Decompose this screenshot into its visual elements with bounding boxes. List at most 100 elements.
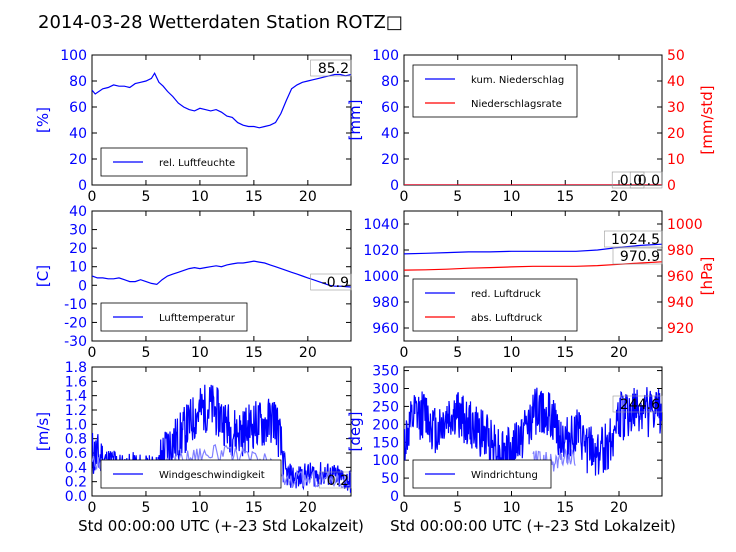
y-tick-label: -10 (64, 297, 87, 313)
y-tick-label: 100 (372, 48, 399, 64)
value-annotation-box (629, 171, 663, 189)
value-annotation: 0.0 (620, 173, 642, 189)
y-tick-label: 0 (78, 278, 87, 294)
series-line (92, 71, 351, 129)
y-tick-label-right: 40 (667, 74, 685, 90)
value-annotation-box (310, 273, 352, 291)
panel-temperature: 0 5 10 15 20 -30 -20 -10 0 10 20 30 40 [C] Lufttempera… (34, 204, 352, 361)
value-annotation-box (611, 171, 645, 189)
x-tick-label: 15 (245, 345, 263, 361)
y-tick-label-right: 20 (667, 126, 685, 142)
y-tick-label: 1020 (363, 243, 399, 259)
x-tick-label: 0 (88, 500, 97, 516)
y-tick-label: 1.0 (65, 417, 87, 433)
legend: kum. Niederschlag Niederschlagsrate (412, 64, 578, 118)
legend-box (412, 64, 578, 118)
x-axis-label-right: Std 00:00:00 UTC (+-23 Std Lokalzeit) (390, 517, 676, 535)
x-axis-label-left: Std 00:00:00 UTC (+-23 Std Lokalzeit) (78, 517, 364, 535)
panel-precipitation: 0 5 10 15 20 0 20 40 60 80 100 0 10 20 30 40 50 [mm] [mm/s… (346, 48, 716, 205)
legend: Lufttemperatur (100, 302, 248, 332)
x-tick-label: 0 (400, 345, 409, 361)
y-axis-label: [%] (34, 107, 52, 133)
y-tick-label: 0 (78, 178, 87, 194)
y-tick-label: 10 (69, 260, 87, 276)
legend-label: Lufttemperatur (159, 313, 236, 324)
value-annotation: 244.6 (620, 397, 660, 413)
x-tick-label: 0 (400, 500, 409, 516)
y-tick-label: 350 (372, 364, 399, 380)
legend-label: Windgeschwindigkeit (159, 470, 265, 481)
value-annotation: -0.9 (322, 275, 349, 291)
legend-box (412, 278, 578, 332)
legend-label: kum. Niederschlag (471, 75, 564, 86)
legend: rel. Luftfeuchte (100, 147, 248, 177)
x-tick-label: 20 (299, 500, 317, 516)
y-tick-label: 60 (381, 100, 399, 116)
x-tick-label: 15 (556, 345, 574, 361)
legend-label: abs. Luftdruck (471, 313, 542, 324)
y-tick-label: -30 (64, 334, 87, 350)
y-tick-label: 980 (372, 295, 399, 311)
legend-label: Windrichtung (471, 470, 538, 481)
legend: Windrichtung (412, 459, 552, 489)
y-tick-label-right: 30 (667, 100, 685, 116)
x-tick-label: 10 (191, 500, 209, 516)
y-tick-label: 1.6 (65, 374, 87, 390)
x-tick-label: 20 (299, 345, 317, 361)
y-tick-label: 200 (372, 417, 399, 433)
series-line (92, 260, 351, 288)
x-tick-label: 10 (191, 189, 209, 205)
y-tick-label: -20 (64, 315, 87, 331)
y-axis-label-right: [hPa] (698, 257, 716, 296)
y-tick-label: 300 (372, 382, 399, 398)
y-tick-label: 1.8 (65, 360, 87, 376)
value-annotation-box (604, 230, 663, 248)
y-tick-label-right: 920 (667, 321, 694, 337)
y-tick-label: 20 (69, 241, 87, 257)
y-axis-label: [deg] (346, 412, 364, 452)
legend: Windgeschwindigkeit (100, 459, 282, 489)
y-axis-label: [C] (34, 265, 52, 287)
x-tick-label: 5 (453, 500, 462, 516)
x-tick-label: 10 (191, 345, 209, 361)
x-tick-label: 0 (88, 189, 97, 205)
y-tick-label: 80 (381, 74, 399, 90)
x-tick-label: 10 (503, 500, 521, 516)
value-annotation: 0.2 (327, 473, 349, 489)
y-tick-label: 40 (69, 204, 87, 220)
y-tick-label: 40 (69, 126, 87, 142)
y-axis-label: [m/s] (34, 412, 52, 451)
x-tick-label: 5 (453, 345, 462, 361)
y-tick-label: 100 (60, 48, 87, 64)
x-tick-label: 15 (556, 500, 574, 516)
y-tick-label: 0.2 (65, 475, 87, 491)
value-annotation: 970.9 (620, 249, 660, 265)
y-tick-label: 30 (69, 223, 87, 239)
y-tick-label-right: 960 (667, 269, 694, 285)
y-tick-label: 40 (381, 126, 399, 142)
panel-pressure: 0 5 10 15 20 960 980 1000 1020 1040 920 940 960 980 10… (363, 210, 716, 361)
x-tick-label: 15 (245, 500, 263, 516)
x-tick-label: 10 (503, 345, 521, 361)
x-tick-label: 20 (610, 500, 628, 516)
y-tick-label: 960 (372, 321, 399, 337)
x-tick-label: 5 (141, 189, 150, 205)
series-line (532, 447, 576, 472)
y-tick-label: 60 (69, 100, 87, 116)
value-annotation-box (612, 395, 663, 413)
y-tick-label-right: 940 (667, 295, 694, 311)
value-annotation-box (318, 471, 352, 489)
y-tick-label: 0.0 (65, 489, 87, 505)
y-tick-label: 1.4 (65, 389, 87, 405)
y-tick-label: 20 (69, 152, 87, 168)
legend-box (100, 147, 248, 177)
y-tick-label: 80 (69, 74, 87, 90)
y-tick-label-right: 1000 (667, 217, 703, 233)
x-tick-label: 5 (453, 189, 462, 205)
panel-windspeed: 0 5 10 15 200.00.20.40.60.81.01.21.41.61.8[m… (34, 360, 352, 516)
chart-title: 2014-03-28 Wetterdaten Station ROTZ□ (38, 12, 403, 33)
x-tick-label: 15 (556, 189, 574, 205)
y-tick-label: 0 (390, 178, 399, 194)
